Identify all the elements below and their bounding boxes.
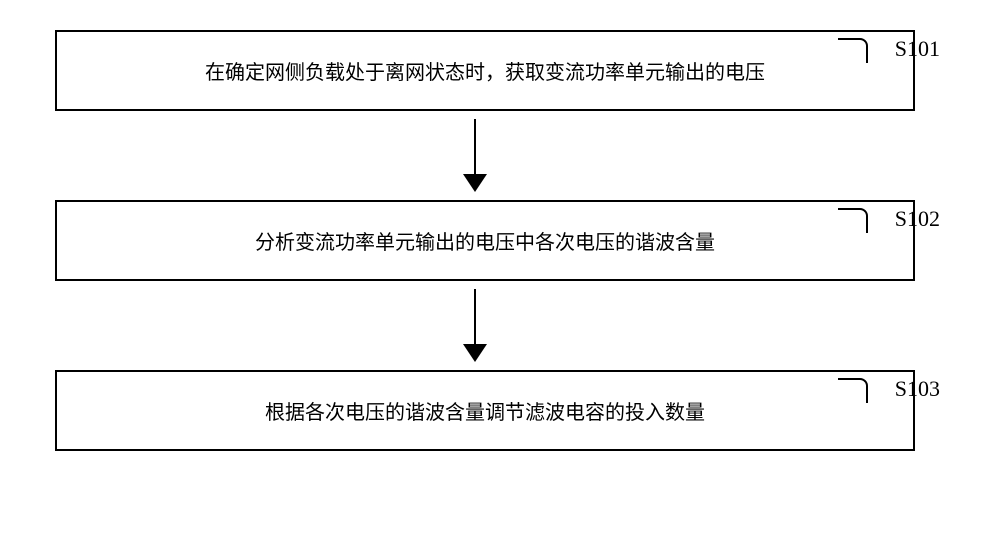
step-s103-box: 根据各次电压的谐波含量调节滤波电容的投入数量 [55, 370, 915, 451]
step-s103-text: 根据各次电压的谐波含量调节滤波电容的投入数量 [265, 402, 705, 424]
step-s101-text: 在确定网侧负载处于离网状态时，获取变流功率单元输出的电压 [205, 62, 765, 84]
connector-s102 [838, 208, 868, 233]
arrow-2-line [474, 289, 476, 344]
step-s102-label: S102 [895, 206, 940, 232]
flowchart-container: 在确定网侧负载处于离网状态时，获取变流功率单元输出的电压 S101 分析变流功率… [40, 30, 960, 451]
step-s102-text: 分析变流功率单元输出的电压中各次电压的谐波含量 [255, 232, 715, 254]
arrow-1-head [463, 174, 487, 192]
step-s103-container: 根据各次电压的谐波含量调节滤波电容的投入数量 S103 [40, 370, 960, 451]
arrow-1 [463, 119, 487, 192]
step-s102-box: 分析变流功率单元输出的电压中各次电压的谐波含量 [55, 200, 915, 281]
step-s101-container: 在确定网侧负载处于离网状态时，获取变流功率单元输出的电压 S101 [40, 30, 960, 111]
step-s101-label: S101 [895, 36, 940, 62]
arrow-2 [463, 289, 487, 362]
arrow-1-line [474, 119, 476, 174]
connector-s103 [838, 378, 868, 403]
step-s102-container: 分析变流功率单元输出的电压中各次电压的谐波含量 S102 [40, 200, 960, 281]
step-s103-label: S103 [895, 376, 940, 402]
connector-s101 [838, 38, 868, 63]
step-s101-box: 在确定网侧负载处于离网状态时，获取变流功率单元输出的电压 [55, 30, 915, 111]
arrow-2-head [463, 344, 487, 362]
